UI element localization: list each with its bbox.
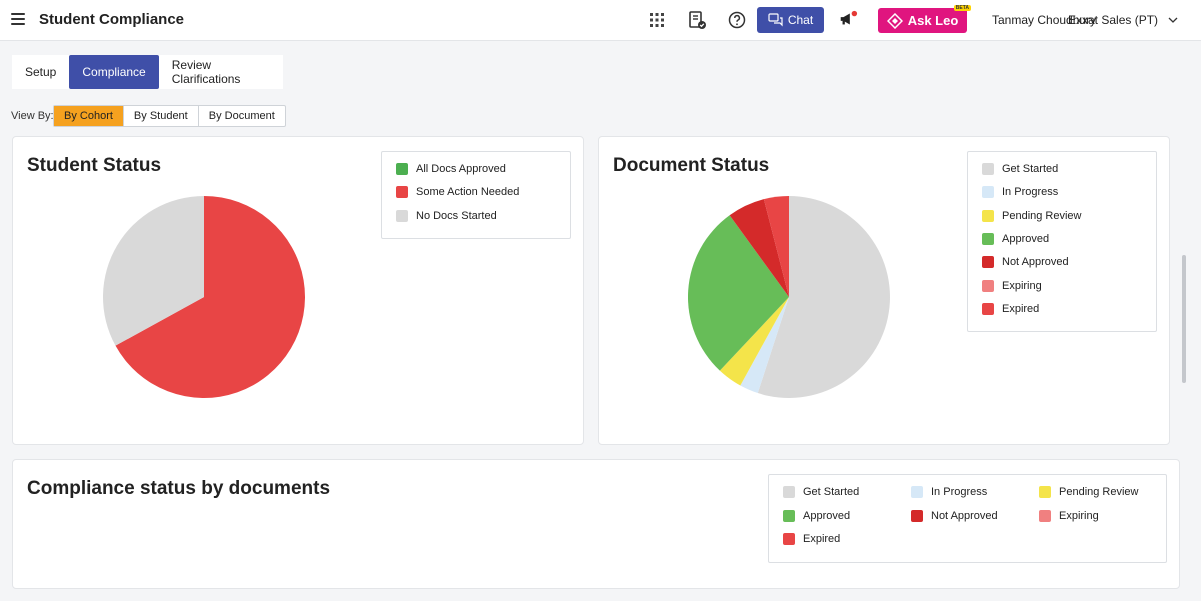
legend-label: Get Started [803, 486, 860, 498]
student-status-legend: All Docs Approved Some Action Needed No … [381, 151, 571, 239]
chat-label: Chat [787, 13, 814, 27]
section-tabs: Setup Compliance Review Clarifications [12, 55, 283, 89]
legend-item-not-approved: Not Approved [911, 509, 998, 522]
chat-bubble-icon [768, 13, 783, 27]
legend-swatch [982, 302, 994, 315]
help-icon[interactable] [727, 10, 747, 30]
top-bar: Student Compliance Chat [0, 0, 1201, 41]
legend-item-no-docs-started: No Docs Started [396, 210, 497, 222]
legend-swatch [911, 486, 923, 498]
legend-label: Not Approved [1002, 256, 1069, 269]
tab-review-clarifications[interactable]: Review Clarifications [171, 58, 241, 86]
student-status-pie-chart [102, 196, 305, 398]
legend-swatch [982, 163, 994, 175]
legend-swatch [783, 533, 795, 545]
ask-leo-button[interactable]: Ask Leo BETA [878, 5, 971, 33]
pie-slice-in-progress[interactable] [740, 297, 789, 394]
legend-swatch [1039, 509, 1051, 522]
legend-label: Not Approved [931, 509, 998, 522]
legend-item-approved: Approved [783, 509, 851, 522]
legend-swatch [911, 509, 923, 522]
vertical-scrollbar[interactable] [1182, 255, 1186, 383]
legend-swatch [396, 210, 408, 222]
legend-item-expiring: Expiring [982, 279, 1042, 292]
view-by-cohort-option[interactable]: By Cohort [54, 106, 123, 126]
legend-label: No Docs Started [416, 210, 497, 222]
leo-logo-icon [886, 12, 903, 29]
user-name: Tanmay Choudhury [992, 13, 1097, 27]
document-check-icon[interactable] [687, 10, 707, 30]
chat-button[interactable]: Chat [757, 7, 824, 33]
beta-badge: BETA [953, 5, 971, 11]
app-title: Student Compliance [39, 11, 185, 28]
legend-swatch [982, 232, 994, 245]
legend-label: Expiring [1002, 279, 1042, 292]
legend-label: Pending Review [1002, 209, 1082, 222]
ask-leo-label: Ask Leo [907, 13, 959, 28]
legend-label: Expiring [1059, 509, 1099, 522]
legend-label: Some Action Needed [416, 186, 520, 198]
legend-item-in-progress: In Progress [982, 186, 1059, 199]
legend-item-expired: Expired [982, 302, 1040, 315]
student-status-title: Student Status [27, 155, 162, 176]
apps-grid-icon[interactable] [647, 10, 667, 30]
pie-slice-not-approved[interactable] [729, 199, 789, 297]
legend-item-expired: Expired [783, 533, 840, 545]
legend-item-get-started: Get Started [982, 163, 1058, 175]
pie-slice-approved[interactable] [687, 215, 789, 371]
student-status-card: Student Status All Docs Approved Some Ac… [12, 136, 584, 445]
tab-compliance[interactable]: Compliance [69, 55, 159, 89]
legend-item-pending-review: Pending Review [1039, 486, 1139, 498]
legend-item-get-started: Get Started [783, 486, 859, 498]
legend-swatch [396, 186, 408, 198]
pie-slice-expired[interactable] [763, 196, 789, 297]
legend-item-not-approved: Not Approved [982, 256, 1069, 269]
document-status-legend: Get Started In Progress Pending Review Appr… [967, 151, 1157, 332]
pie-slice-no-docs-started[interactable] [102, 196, 204, 346]
compliance-by-documents-legend: Get Started In Progress Pending Review Appr… [768, 474, 1167, 563]
legend-label: Get Started [1002, 163, 1059, 175]
legend-item-all-docs-approved: All Docs Approved [396, 163, 506, 175]
legend-label: Pending Review [1059, 486, 1139, 498]
legend-label: Expired [1002, 302, 1040, 315]
compliance-by-documents-card: Compliance status by documents Get Start… [12, 459, 1180, 589]
legend-item-expiring: Expiring [1039, 509, 1099, 522]
legend-label: Approved [803, 509, 851, 522]
legend-item-some-action-needed: Some Action Needed [396, 186, 519, 198]
legend-swatch [982, 279, 994, 292]
legend-item-in-progress: In Progress [911, 486, 987, 498]
legend-swatch [396, 163, 408, 175]
legend-label: In Progress [931, 486, 988, 498]
document-status-title: Document Status [613, 155, 770, 176]
organization-select[interactable]: Exxat Sales (PT) [1068, 13, 1178, 27]
pie-slice-some-action-needed[interactable] [115, 196, 305, 398]
view-by-student-option[interactable]: By Student [122, 106, 198, 126]
legend-label: All Docs Approved [416, 163, 506, 175]
view-by-label: View By: [11, 110, 54, 122]
legend-swatch [1039, 486, 1051, 498]
pie-slice-get-started[interactable] [757, 196, 890, 398]
organization-name: Exxat Sales (PT) [1068, 13, 1159, 27]
legend-swatch [982, 186, 994, 199]
legend-swatch [783, 509, 795, 522]
tab-setup[interactable]: Setup [25, 65, 57, 79]
view-by-document-option[interactable]: By Document [197, 106, 285, 126]
legend-item-approved: Approved [982, 232, 1050, 245]
legend-swatch [783, 486, 795, 498]
compliance-by-documents-title: Compliance status by documents [27, 478, 331, 499]
legend-item-pending-review: Pending Review [982, 209, 1082, 222]
legend-swatch [982, 209, 994, 222]
legend-label: Approved [1002, 232, 1050, 245]
legend-swatch [982, 256, 994, 269]
document-status-pie-chart [687, 196, 890, 398]
hamburger-menu-icon[interactable] [11, 13, 25, 25]
legend-label: Expired [803, 533, 841, 545]
document-status-card: Document Status Get Started In Progress Pe… [598, 136, 1170, 445]
view-by-segmented-control: By Cohort By Student By Document [53, 105, 286, 127]
chevron-down-icon [1168, 17, 1178, 23]
announcement-megaphone-icon[interactable] [838, 9, 858, 29]
legend-label: In Progress [1002, 186, 1059, 199]
pie-slice-pending-review[interactable] [719, 297, 789, 386]
